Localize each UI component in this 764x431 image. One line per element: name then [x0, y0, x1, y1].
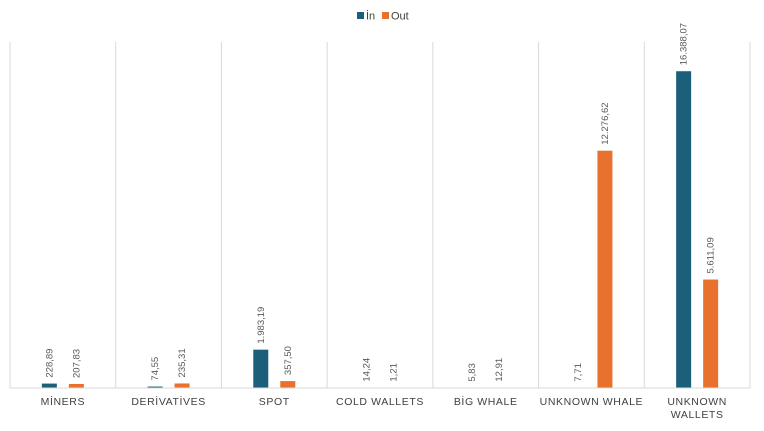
- data-label-in: 228,89: [44, 349, 55, 378]
- data-label-in: 1.983,19: [256, 307, 267, 344]
- legend-swatch-in: [357, 12, 364, 19]
- bar-in: [676, 71, 692, 389]
- data-label-in: 74,55: [150, 357, 161, 381]
- bar-out: [174, 383, 190, 388]
- bar-in: [147, 386, 163, 388]
- category-label: DERİVATİVES: [131, 395, 205, 408]
- category-label: COLD WALLETS: [336, 396, 424, 408]
- data-label-out: 1,21: [389, 363, 400, 382]
- legend-swatch-out: [382, 12, 389, 19]
- data-label-in: 7,71: [573, 363, 584, 382]
- bar-in: [41, 383, 57, 388]
- data-label-out: 12,91: [494, 358, 505, 382]
- data-label-in: 14,24: [362, 358, 373, 382]
- category-label: SPOT: [259, 396, 290, 408]
- bar-out: [597, 150, 613, 388]
- data-label-out: 12.276,62: [600, 102, 611, 144]
- bar-out: [703, 279, 719, 388]
- data-label-out: 357,50: [283, 346, 294, 375]
- category-label-line: WALLETS: [671, 409, 724, 421]
- category-label-line: UNKNOWN: [667, 396, 727, 408]
- category-dividers: [9, 42, 751, 388]
- data-labels: 228,89 207,83 74,55 235,31 1.983,19 357,50 14,…: [44, 23, 716, 382]
- bar-in: [253, 349, 269, 388]
- data-label-out: 5.611,09: [706, 237, 717, 273]
- data-label-in: 16.388,07: [679, 23, 690, 65]
- category-label-line: DERİVATİVES: [131, 395, 205, 408]
- category-label: UNKNOWN WHALE: [540, 396, 643, 408]
- category-label-line: BİG WHALE: [454, 395, 518, 408]
- category-label-line: SPOT: [259, 396, 290, 408]
- legend-label-in: İn: [366, 10, 375, 23]
- data-label-out: 207,83: [71, 349, 82, 378]
- category-label: UNKNOWN WALLETS: [667, 396, 727, 421]
- category-label-line: UNKNOWN WHALE: [540, 396, 643, 408]
- bars: [41, 71, 719, 389]
- bar-out: [68, 383, 84, 388]
- legend-label-out: Out: [391, 11, 409, 23]
- category-label-line: COLD WALLETS: [336, 396, 424, 408]
- data-label-in: 5,83: [467, 363, 478, 382]
- category-label: MİNERS: [41, 395, 85, 408]
- category-label-line: MİNERS: [41, 395, 85, 408]
- data-label-out: 235,31: [177, 348, 188, 377]
- category-labels: MİNERS DERİVATİVES SPOT COLD WALLETS BİG WHA…: [41, 395, 727, 421]
- category-label: BİG WHALE: [454, 395, 518, 408]
- bar-out: [280, 381, 296, 388]
- legend: İn Out: [357, 10, 409, 23]
